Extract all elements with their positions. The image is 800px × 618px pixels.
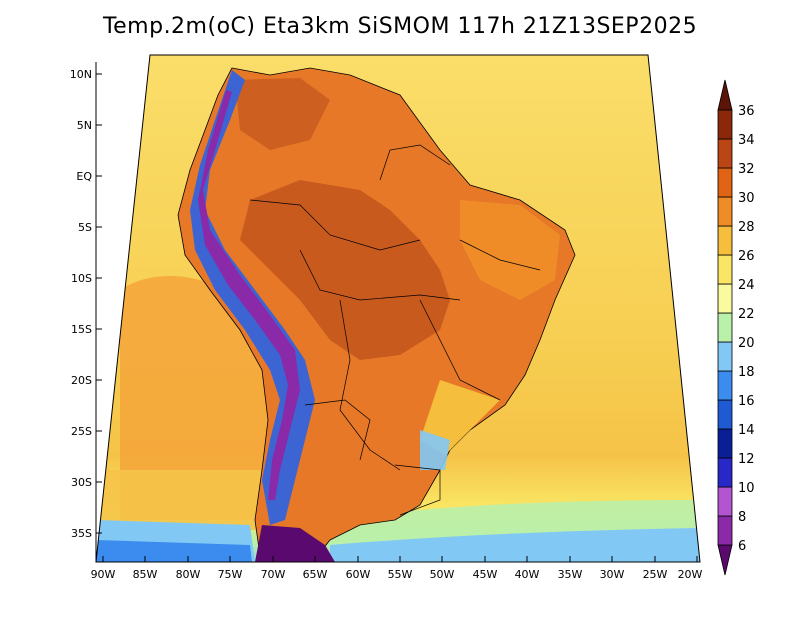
lon-label: 60W: [346, 568, 371, 581]
colorbar: 6 8 10 12 14 16 18 20 22 24 26 28 30 32 …: [717, 79, 755, 576]
colorbar-segment: [717, 457, 733, 488]
lat-label: 25S: [71, 425, 92, 438]
colorbar-segment: [717, 486, 733, 517]
lon-label: 35W: [558, 568, 583, 581]
lon-label: 45W: [473, 568, 498, 581]
colorbar-label: 28: [738, 220, 755, 235]
southeast-mild-area: [420, 380, 500, 455]
colorbar-label: 24: [738, 278, 755, 293]
colorbar-label: 36: [738, 104, 755, 119]
colorbar-segment: [717, 399, 733, 430]
colorbar-label: 10: [738, 481, 755, 496]
colorbar-segment: [717, 138, 733, 169]
pacific-warm-region: [120, 276, 280, 520]
lon-ticks: [102, 556, 698, 562]
lon-label: 55W: [388, 568, 413, 581]
colorbar-label: 26: [738, 249, 755, 264]
colorbar-segment: [717, 370, 733, 401]
lon-label: 25W: [643, 568, 668, 581]
colorbar-segment: [717, 225, 733, 256]
colorbar-label: 16: [738, 394, 755, 409]
lon-label: 85W: [133, 568, 158, 581]
lon-label: 50W: [430, 568, 455, 581]
colorbar-segment: [717, 167, 733, 198]
colorbar-label: 34: [738, 133, 755, 148]
andes-colder-core: [198, 90, 300, 500]
lat-labels: 10N 5N EQ 5S 10S 15S 20S 25S 30S 35S: [70, 68, 93, 540]
lat-label: 20S: [71, 374, 92, 387]
colorbar-label: 6: [738, 539, 746, 554]
map-frame: [95, 54, 701, 563]
northern-hot-area: [235, 78, 330, 150]
south-pacific-colder-band: [96, 540, 252, 562]
colorbar-segment: [717, 283, 733, 314]
colorbar-segment: [717, 515, 733, 546]
colorbar-label: 32: [738, 162, 755, 177]
colorbar-label: 22: [738, 307, 755, 322]
colorbar-segment: [717, 544, 733, 576]
south-cool-area: [420, 430, 450, 470]
colorbar-label: 8: [738, 510, 746, 525]
lat-label: 15S: [71, 323, 92, 336]
colorbar-segment: [717, 196, 733, 227]
colorbar-label: 12: [738, 452, 755, 467]
colorbar-label: 20: [738, 336, 755, 351]
lat-ticks: [96, 73, 102, 534]
colorbar-segment: [717, 79, 733, 111]
colorbar-label: 18: [738, 365, 755, 380]
lon-label: 40W: [515, 568, 540, 581]
map-field: [96, 55, 700, 562]
amazon-hot-core: [240, 180, 450, 360]
patagonia-cold-tip: [255, 525, 335, 562]
colorbar-segment: [717, 312, 733, 343]
lon-label: 65W: [303, 568, 328, 581]
lat-label: 10S: [71, 272, 92, 285]
south-atlantic-cold-band: [330, 528, 700, 562]
colorbar-label: 14: [738, 423, 755, 438]
lat-label: 30S: [71, 476, 92, 489]
lat-label: 35S: [71, 527, 92, 540]
colorbar-segment: [717, 109, 733, 140]
lon-labels: 90W 85W 80W 75W 70W 65W 60W 55W 50W 45W …: [91, 568, 703, 581]
lon-label: 20W: [678, 568, 703, 581]
lat-label: 5N: [77, 119, 92, 132]
lon-label: 75W: [218, 568, 243, 581]
colorbar-label: 30: [738, 191, 755, 206]
lat-label: 10N: [70, 68, 92, 81]
colorbar-segment: [717, 341, 733, 372]
lon-label: 30W: [600, 568, 625, 581]
map-title: Temp.2m(oC) Eta3km SiSMOM 117h 21Z13SEP2…: [102, 14, 698, 39]
lat-label: 5S: [78, 221, 92, 234]
lon-label: 90W: [91, 568, 116, 581]
colorbar-labels: 6 8 10 12 14 16 18 20 22 24 26 28 30 32 …: [738, 104, 755, 554]
colorbar-segments: [717, 79, 733, 576]
lon-label: 70W: [261, 568, 286, 581]
lat-label: EQ: [76, 170, 92, 183]
lon-label: 80W: [176, 568, 201, 581]
colorbar-segment: [717, 428, 733, 459]
pacific-subtropical-band: [96, 470, 270, 530]
country-borders: [249, 144, 541, 516]
colorbar-segment: [717, 254, 733, 285]
northeast-warm-area: [460, 200, 560, 300]
